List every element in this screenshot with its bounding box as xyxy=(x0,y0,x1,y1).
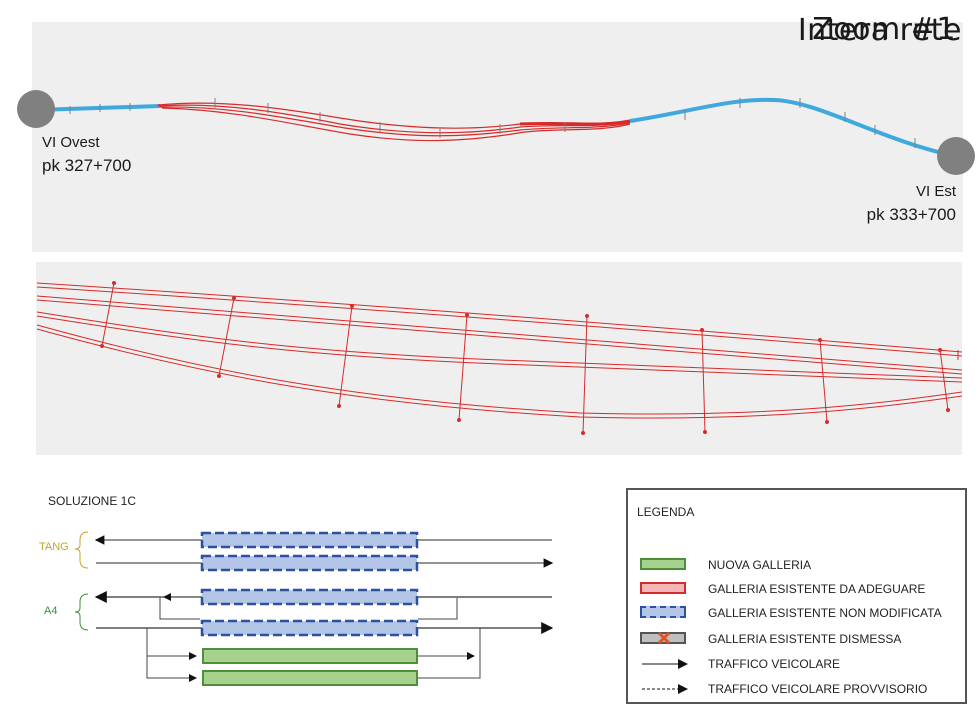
legend: LEGENDA NUOVA GALLERIA GALLERIA ESISTENT… xyxy=(626,488,967,704)
legend-item-decommissioned-tunnel: GALLERIA ESISTENTE DISMESSA xyxy=(628,630,965,648)
west-endpoint-name: VI Ovest xyxy=(42,134,100,151)
cross-icon xyxy=(657,631,671,645)
dashed-arrow-icon xyxy=(642,684,688,694)
section-ticks-zoom xyxy=(100,281,959,435)
network-panel xyxy=(32,22,963,252)
brace-a4 xyxy=(74,593,89,631)
east-endpoint-name: VI Est xyxy=(915,183,956,200)
east-endpoint-marker xyxy=(937,137,975,175)
solid-arrow-icon xyxy=(642,659,688,669)
legend-label: GALLERIA ESISTENTE NON MODIFICATA xyxy=(708,606,942,620)
zoom-panel xyxy=(36,262,962,455)
legend-label: GALLERIA ESISTENTE DISMESSA xyxy=(708,632,902,646)
section-ticks xyxy=(69,98,916,148)
legend-label: TRAFFICO VEICOLARE PROVVISORIO xyxy=(708,682,928,696)
tunnel-lines-zoom xyxy=(36,282,963,419)
legend-item-tunnel-to-upgrade: GALLERIA ESISTENTE DA ADEGUARE xyxy=(628,580,965,598)
swatch-new-tunnel xyxy=(640,558,686,570)
swatch-unchanged-tunnel xyxy=(640,606,686,618)
east-endpoint-pk: pk 333+700 xyxy=(866,205,956,224)
detour-lines xyxy=(146,596,481,679)
group-label-a4: A4 xyxy=(44,605,58,617)
legend-label: TRAFFICO VEICOLARE xyxy=(708,657,841,671)
zoom-title: Zoom #1 xyxy=(812,12,956,47)
legend-item-temporary-traffic: TRAFFICO VEICOLARE PROVVISORIO xyxy=(628,680,965,698)
network-title: Intera rete xyxy=(797,13,962,48)
new-tunnels xyxy=(202,648,418,686)
unchanged-tunnels xyxy=(200,531,419,637)
brace-tang xyxy=(74,531,89,569)
group-label-tang: TANG xyxy=(39,541,69,553)
west-endpoint-marker xyxy=(17,90,55,128)
legend-item-unchanged-tunnel: GALLERIA ESISTENTE NON MODIFICATA xyxy=(628,604,965,622)
east-endpoint-label: VI Est pk 333+700 xyxy=(867,180,956,226)
legend-label: NUOVA GALLERIA xyxy=(708,558,812,572)
legend-item-new-tunnel: NUOVA GALLERIA xyxy=(628,556,965,574)
road-segment-east xyxy=(629,97,956,158)
west-endpoint-pk: pk 327+700 xyxy=(42,156,132,175)
legend-item-traffic: TRAFFICO VEICOLARE xyxy=(628,655,965,673)
legend-label: GALLERIA ESISTENTE DA ADEGUARE xyxy=(708,582,926,596)
legend-title: LEGENDA xyxy=(637,505,695,519)
swatch-tunnel-to-upgrade xyxy=(640,582,686,594)
tunnel-main-segment xyxy=(519,119,631,126)
solution-title: SOLUZIONE 1C xyxy=(48,494,137,508)
road-segment-west xyxy=(35,104,161,112)
west-endpoint-label: VI Ovest pk 327+700 xyxy=(42,131,131,177)
